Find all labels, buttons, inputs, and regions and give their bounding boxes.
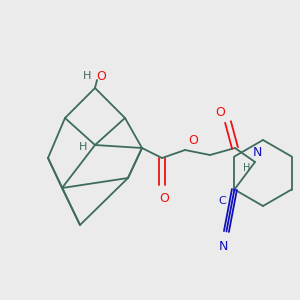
Text: N: N <box>219 240 228 253</box>
Text: H: H <box>79 142 87 152</box>
Text: O: O <box>96 70 106 83</box>
Text: O: O <box>188 134 198 146</box>
Text: O: O <box>215 106 225 118</box>
Text: N: N <box>252 146 262 160</box>
Text: H: H <box>83 71 91 81</box>
Text: O: O <box>159 191 169 205</box>
Text: C: C <box>218 196 226 206</box>
Text: H: H <box>243 163 251 173</box>
